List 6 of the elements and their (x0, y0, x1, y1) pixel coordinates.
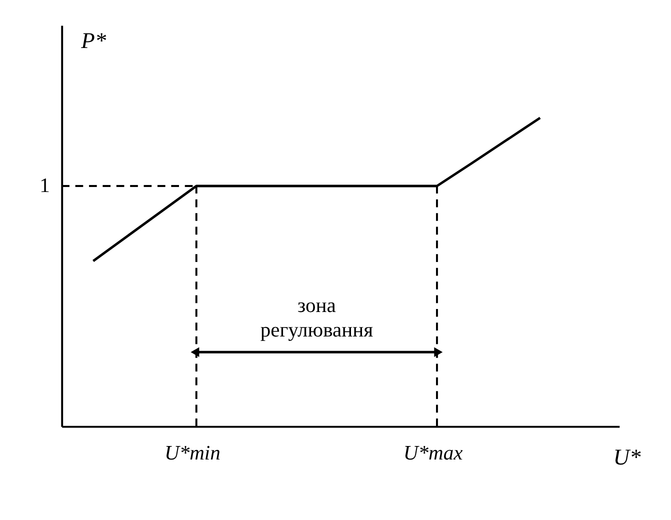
ref-line-label: 1 (40, 174, 50, 197)
x-axis-title: U* (613, 444, 642, 470)
x-tick-label: U*max (403, 442, 463, 465)
y-axis-title: P* (80, 28, 107, 53)
x-tick-label: U*min (164, 442, 220, 465)
annotation: зона регулювання (260, 295, 374, 342)
